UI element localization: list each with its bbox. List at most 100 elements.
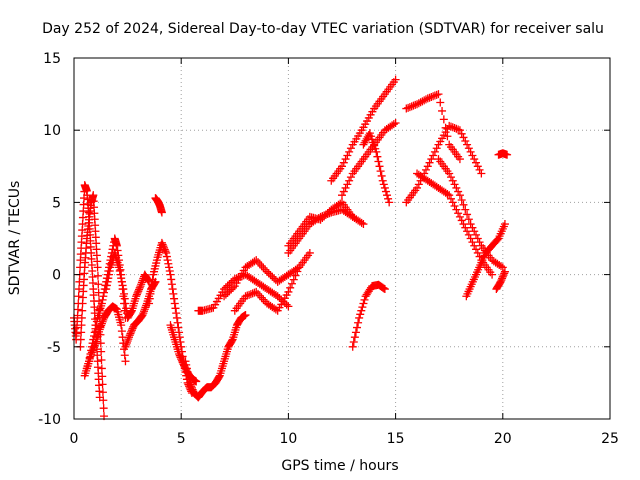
- data-point: [170, 299, 179, 308]
- data-point: [434, 90, 443, 99]
- data-point: [184, 371, 193, 380]
- data-point: [121, 342, 130, 351]
- data-point: [346, 144, 355, 153]
- data-point: [246, 290, 255, 299]
- data-point: [446, 122, 455, 131]
- data-point: [463, 140, 472, 149]
- data-point: [252, 287, 261, 296]
- data-point: [98, 380, 107, 389]
- data-point: [488, 270, 497, 279]
- data-point: [255, 260, 264, 269]
- y-tick-label: -10: [38, 412, 61, 428]
- data-point: [420, 96, 429, 105]
- series-arc-mid-4: [230, 248, 314, 315]
- data-point: [170, 294, 179, 303]
- data-point: [450, 124, 459, 133]
- data-point: [223, 288, 232, 297]
- data-point: [147, 285, 156, 294]
- data-point: [230, 274, 239, 283]
- data-point: [413, 100, 422, 109]
- data-point: [498, 274, 507, 283]
- data-point: [172, 309, 181, 318]
- data-point: [445, 191, 454, 200]
- data-point: [124, 335, 133, 344]
- data-point: [220, 292, 229, 301]
- data-point: [146, 289, 155, 298]
- y-tick-label: -5: [47, 340, 61, 356]
- data-point: [145, 294, 154, 303]
- data-point: [459, 220, 468, 229]
- data-point: [127, 327, 136, 336]
- data-point: [141, 303, 150, 312]
- data-point: [374, 157, 383, 166]
- data-point: [500, 267, 509, 276]
- data-point: [287, 279, 296, 288]
- data-point: [167, 280, 176, 289]
- data-point: [74, 292, 83, 301]
- data-point: [430, 91, 439, 100]
- series-arc-early-3: [80, 234, 130, 380]
- data-point: [461, 205, 470, 214]
- data-point: [117, 321, 126, 330]
- data-point: [182, 360, 191, 369]
- data-point: [138, 311, 147, 320]
- data-point: [358, 303, 367, 312]
- data-point: [461, 137, 470, 146]
- series-arc-late-2: [402, 121, 486, 207]
- data-point: [284, 302, 293, 311]
- data-point: [167, 275, 176, 284]
- data-point: [160, 243, 169, 252]
- data-point: [78, 306, 87, 315]
- data-point: [470, 227, 479, 236]
- data-point: [473, 248, 482, 257]
- data-point: [270, 274, 279, 283]
- data-point: [289, 275, 298, 284]
- data-point: [355, 313, 364, 322]
- data-point: [177, 355, 186, 364]
- data-point: [187, 382, 196, 391]
- data-point: [450, 202, 459, 211]
- data-point: [245, 290, 254, 299]
- data-point: [115, 263, 124, 272]
- data-point: [384, 194, 393, 203]
- data-point: [103, 277, 112, 286]
- data-point: [452, 205, 461, 214]
- data-point: [97, 299, 106, 308]
- data-point: [171, 304, 180, 313]
- data-point: [443, 132, 452, 141]
- data-point: [137, 278, 146, 287]
- data-point: [122, 338, 131, 347]
- data-point: [120, 351, 129, 360]
- data-point: [339, 158, 348, 167]
- data-point: [448, 176, 457, 185]
- data-point: [126, 329, 135, 338]
- data-point: [90, 343, 99, 352]
- data-point: [351, 328, 360, 337]
- data-point: [372, 147, 381, 156]
- data-point: [404, 103, 413, 112]
- series-arc-early-7: [151, 194, 166, 217]
- data-point: [430, 147, 439, 156]
- data-point: [98, 372, 107, 381]
- data-point: [475, 165, 484, 174]
- data-point: [95, 325, 104, 334]
- data-point: [98, 388, 107, 397]
- data-point: [182, 364, 191, 373]
- data-point: [100, 288, 109, 297]
- data-point: [452, 124, 461, 133]
- data-point: [454, 187, 463, 196]
- data-point: [132, 290, 141, 299]
- data-point: [477, 169, 486, 178]
- data-point: [87, 350, 96, 359]
- data-point: [498, 263, 507, 272]
- data-point: [120, 294, 129, 303]
- data-point: [443, 189, 452, 198]
- data-point: [373, 152, 382, 161]
- gridlines: [74, 58, 610, 419]
- series-arc-late-7: [494, 149, 512, 159]
- data-point: [188, 385, 197, 394]
- data-point: [221, 283, 230, 292]
- data-point: [125, 331, 134, 340]
- data-point: [162, 248, 171, 257]
